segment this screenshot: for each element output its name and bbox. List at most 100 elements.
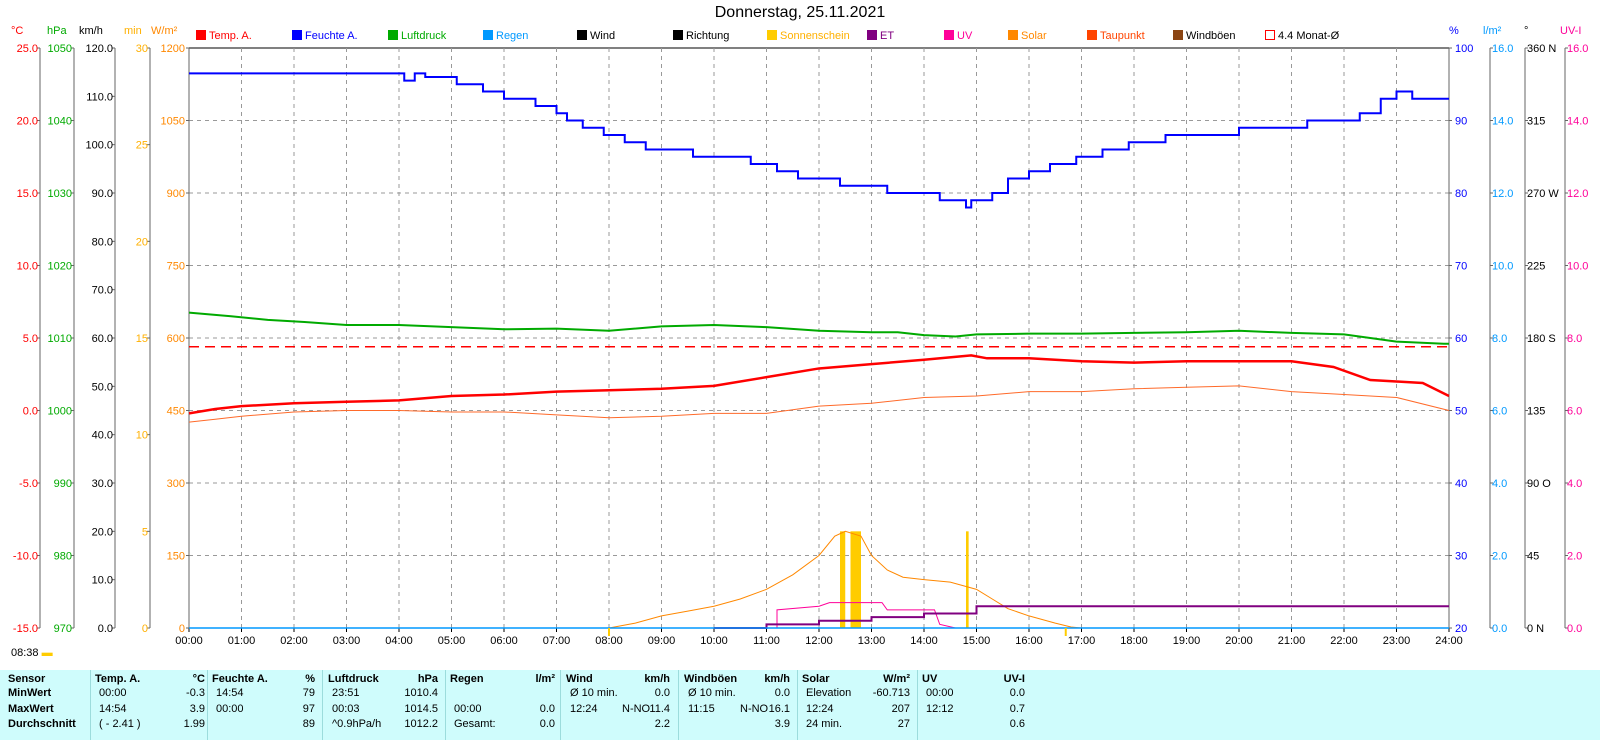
stats-cell: Feuchte A. bbox=[212, 673, 268, 685]
legend-label: ET bbox=[880, 30, 895, 42]
axis-label-rain: 16.0 bbox=[1492, 43, 1513, 55]
unit-press: hPa bbox=[47, 25, 67, 37]
axis-label-wind: 80.0 bbox=[92, 236, 113, 248]
unit-wind: km/h bbox=[79, 25, 103, 37]
axis-label-sun: 20 bbox=[136, 236, 148, 248]
unit-dir: ° bbox=[1524, 25, 1529, 37]
legend-item-1: Feuchte A. bbox=[292, 30, 358, 42]
axis-label-dir: 270 W bbox=[1527, 188, 1559, 200]
stats-cell: 12:24 bbox=[570, 703, 598, 715]
stats-cell: N-NO bbox=[622, 703, 651, 715]
axis-label-temp: 0.0 bbox=[23, 406, 38, 418]
axis-label-dir: 360 N bbox=[1527, 43, 1556, 55]
current-time: 08:38 ▬ bbox=[11, 647, 53, 659]
legend-item-9: Solar bbox=[1008, 30, 1047, 42]
stats-cell: Luftdruck bbox=[328, 673, 379, 685]
series-et bbox=[714, 605, 1449, 629]
axis-label-solar: 300 bbox=[167, 478, 185, 490]
axis-label-wind: 30.0 bbox=[92, 478, 113, 490]
stats-cell: 3.9 bbox=[189, 703, 205, 715]
unit-solar: W/m² bbox=[151, 25, 178, 37]
stats-cell: W/m² bbox=[883, 673, 910, 685]
stats-cell: 12:24 bbox=[806, 703, 834, 715]
axis-label-press: 1020 bbox=[48, 261, 72, 273]
axis-label-uv: 16.0 bbox=[1567, 43, 1588, 55]
stats-cell: MaxWert bbox=[8, 703, 54, 715]
stats-divider bbox=[560, 670, 561, 740]
legend-swatch bbox=[1265, 30, 1275, 40]
unit-rain: l/m² bbox=[1483, 25, 1502, 37]
stats-cell: 11:15 bbox=[688, 703, 715, 715]
axis-label-press: 990 bbox=[54, 478, 72, 490]
x-tick-label: 08:00 bbox=[595, 635, 623, 647]
stats-cell: Sensor bbox=[8, 673, 46, 685]
legend-label: UV bbox=[957, 30, 973, 42]
stats-divider bbox=[678, 670, 679, 740]
axis-label-uv: 2.0 bbox=[1567, 551, 1582, 563]
unit-hum: % bbox=[1449, 25, 1459, 37]
x-tick-label: 19:00 bbox=[1173, 635, 1201, 647]
series-luftdruck bbox=[188, 311, 1449, 345]
stats-cell: UV bbox=[922, 673, 938, 685]
x-tick-label: 22:00 bbox=[1330, 635, 1358, 647]
axis-label-solar: 1050 bbox=[161, 116, 185, 128]
x-tick-label: 23:00 bbox=[1383, 635, 1411, 647]
stats-cell: 79 bbox=[302, 687, 315, 699]
legend-swatch bbox=[673, 30, 683, 40]
stats-cell: 0.7 bbox=[1009, 703, 1025, 715]
x-tick-label: 13:00 bbox=[858, 635, 886, 647]
axis-label-hum: 40 bbox=[1455, 478, 1467, 490]
stats-panel: Sensor MinWert MaxWert Durchschnitt Temp. A.… bbox=[0, 670, 1600, 740]
axis-label-uv: 6.0 bbox=[1567, 406, 1582, 418]
legend-swatch bbox=[1087, 30, 1097, 40]
stats-cell: Durchschnitt bbox=[8, 718, 76, 730]
axis-label-solar: 150 bbox=[167, 551, 185, 563]
unit-sun: min bbox=[124, 25, 142, 37]
legend-item-10: Taupunkt bbox=[1087, 30, 1145, 42]
series-solar bbox=[608, 530, 1082, 629]
unit-temp: °C bbox=[11, 25, 24, 37]
stats-cell: 24 min. bbox=[806, 718, 843, 730]
legend-item-3: Regen bbox=[483, 30, 528, 42]
axis-label-wind: 110.0 bbox=[86, 91, 113, 103]
axis-label-dir: 45 bbox=[1527, 551, 1539, 563]
stats-cell: 2.2 bbox=[654, 718, 670, 730]
legend-swatch bbox=[1008, 30, 1018, 40]
weather-chart: 00:00 01:00 02:00 03:00 04:00 05:00 06:00 07:00… bbox=[13, 43, 1589, 647]
stats-cell: 16.1 bbox=[768, 703, 790, 715]
stats-cell: 14:54 bbox=[99, 703, 127, 715]
legend-swatch bbox=[483, 30, 493, 40]
x-tick-label: 12:00 bbox=[805, 635, 833, 647]
stats-cell: km/h bbox=[764, 673, 790, 685]
axis-label-dir: 90 O bbox=[1527, 478, 1551, 490]
axis-label-temp: 25.0 bbox=[17, 43, 38, 55]
axis-label-hum: 50 bbox=[1455, 406, 1467, 418]
legend-label: Richtung bbox=[686, 30, 730, 42]
axis-label-temp: 20.0 bbox=[17, 116, 38, 128]
axis-label-uv: 8.0 bbox=[1567, 333, 1582, 345]
axis-label-solar: 1200 bbox=[161, 43, 185, 55]
axis-label-temp: -15.0 bbox=[13, 623, 38, 635]
stats-cell: 89 bbox=[302, 718, 315, 730]
axis-label-wind: 120.0 bbox=[85, 43, 113, 55]
axis-label-press: 1040 bbox=[48, 116, 72, 128]
stats-cell: °C bbox=[192, 673, 205, 685]
stats-divider bbox=[207, 670, 208, 740]
axis-label-solar: 0 bbox=[179, 623, 185, 635]
stats-cell: 1010.4 bbox=[404, 687, 438, 699]
stats-cell: 23:51 bbox=[332, 687, 360, 699]
stats-cell: 00:00 bbox=[216, 703, 244, 715]
stats-cell: 12:12 bbox=[926, 703, 954, 715]
stats-cell: 14:54 bbox=[216, 687, 244, 699]
axis-label-dir: 225 bbox=[1527, 261, 1545, 273]
stats-cell: Ø 10 min. bbox=[570, 687, 618, 699]
stats-cell: Elevation bbox=[806, 687, 852, 699]
axis-label-rain: 12.0 bbox=[1492, 188, 1513, 200]
stats-cell: hPa bbox=[417, 673, 438, 685]
stats-cell: 00:00 bbox=[454, 703, 482, 715]
sunshine-bar bbox=[850, 531, 861, 628]
legend-swatch bbox=[1173, 30, 1183, 40]
stats-cell: 207 bbox=[891, 703, 910, 715]
axis-label-solar: 450 bbox=[167, 406, 185, 418]
legend-label: Sonnenschein bbox=[780, 30, 850, 42]
